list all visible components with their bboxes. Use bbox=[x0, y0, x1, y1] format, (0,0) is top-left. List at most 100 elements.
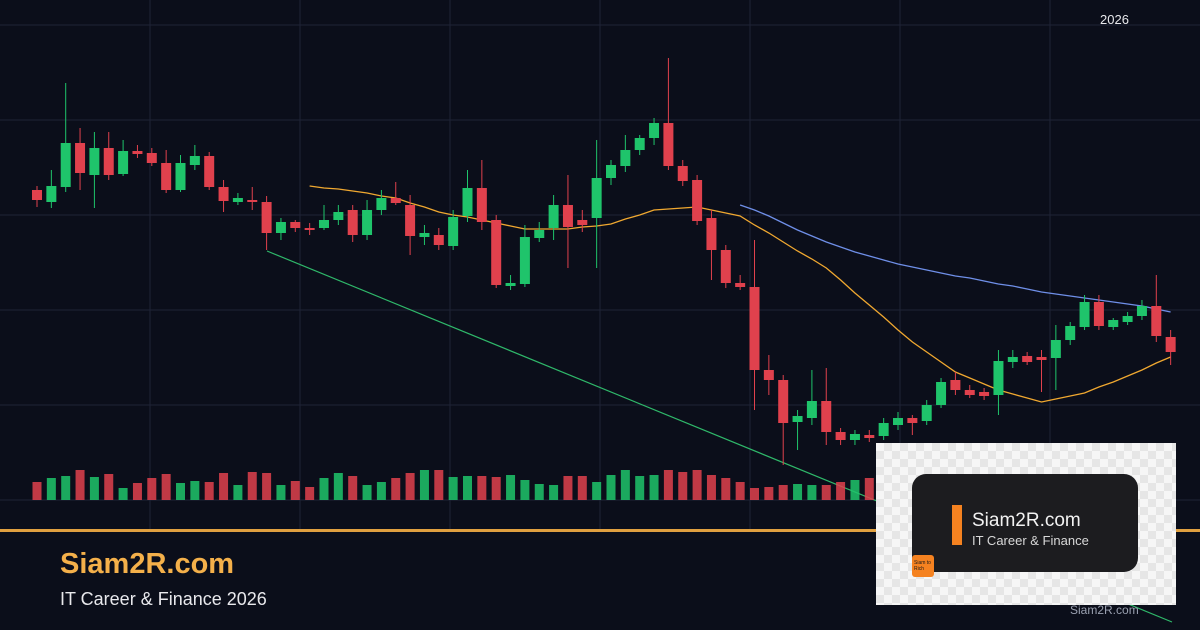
candle-body bbox=[763, 370, 774, 380]
candle-body bbox=[921, 405, 932, 421]
candle-body bbox=[1108, 320, 1119, 327]
volume-bar bbox=[520, 480, 530, 500]
volume-bar bbox=[333, 473, 343, 500]
candle-body bbox=[519, 237, 530, 284]
candle-body bbox=[275, 222, 286, 233]
volume-bar bbox=[563, 476, 573, 500]
volume-bar bbox=[176, 483, 185, 500]
candle-body bbox=[347, 210, 358, 235]
candle-body bbox=[1050, 340, 1061, 358]
volume-bar bbox=[678, 472, 688, 500]
candle-body bbox=[548, 205, 559, 228]
volume-bar bbox=[348, 476, 358, 500]
volume-bar bbox=[89, 477, 99, 500]
candle-body bbox=[146, 153, 157, 163]
volume-bar bbox=[807, 485, 817, 500]
candle-body bbox=[261, 202, 272, 233]
candle-body bbox=[964, 390, 975, 395]
candle-body bbox=[950, 380, 961, 390]
volume-bar bbox=[750, 488, 759, 500]
volume-bar bbox=[649, 475, 659, 500]
volume-bar bbox=[305, 487, 315, 500]
volume-bar bbox=[118, 488, 128, 500]
candle-body bbox=[792, 416, 803, 422]
candle-body bbox=[32, 190, 42, 200]
volume-bar bbox=[778, 485, 788, 500]
volume-bar bbox=[592, 482, 602, 500]
volume-bar bbox=[319, 478, 329, 500]
candle-body bbox=[577, 220, 588, 225]
volume-bar bbox=[448, 477, 458, 500]
volume-bar bbox=[620, 470, 630, 500]
candle-body bbox=[132, 151, 143, 154]
candle-body bbox=[893, 418, 903, 425]
candle-body bbox=[649, 123, 660, 138]
candle-body bbox=[247, 200, 258, 202]
badge-subtitle: IT Career & Finance bbox=[972, 533, 1089, 548]
candle-body bbox=[161, 163, 172, 190]
watermark: Siam2R.com bbox=[1070, 603, 1139, 617]
badge: Siam2R.com IT Career & Finance Siam to R… bbox=[876, 443, 1176, 605]
volume-bar bbox=[391, 478, 401, 500]
candle-body bbox=[735, 283, 746, 287]
candle-body bbox=[692, 180, 703, 221]
moving-average bbox=[739, 204, 1171, 313]
volume-bar bbox=[549, 485, 559, 500]
volume-bar bbox=[290, 481, 300, 500]
volume-bar bbox=[46, 478, 56, 500]
candles bbox=[32, 58, 1176, 465]
candle-body bbox=[218, 187, 229, 201]
volume-bar bbox=[477, 476, 487, 500]
candle-body bbox=[1122, 316, 1133, 322]
candle-body bbox=[1065, 326, 1076, 340]
volume-bar bbox=[233, 485, 243, 500]
volume-bar bbox=[606, 475, 616, 500]
volume-bar bbox=[764, 487, 774, 500]
candle-body bbox=[634, 138, 645, 150]
volume-bar bbox=[276, 485, 286, 500]
volume-bar bbox=[663, 470, 673, 500]
volume-bar bbox=[706, 475, 716, 500]
candle-body bbox=[89, 148, 100, 175]
candle-body bbox=[390, 198, 401, 203]
volume-bar bbox=[362, 485, 372, 500]
candle-body bbox=[663, 123, 674, 166]
candle-body bbox=[677, 166, 688, 181]
candle-body bbox=[175, 163, 186, 190]
candle-body bbox=[118, 151, 129, 174]
volume-bar bbox=[75, 470, 85, 500]
candle-body bbox=[706, 218, 717, 250]
candle-body bbox=[333, 212, 344, 220]
candle-body bbox=[907, 418, 918, 423]
candle-body bbox=[462, 188, 473, 216]
divider bbox=[0, 529, 1200, 532]
candle-body bbox=[1151, 306, 1162, 336]
volume-bar bbox=[635, 476, 645, 500]
candle-body bbox=[821, 401, 832, 432]
candle-body bbox=[362, 210, 373, 235]
badge-card: Siam2R.com IT Career & Finance Siam to R… bbox=[912, 474, 1138, 577]
candle-body bbox=[806, 401, 817, 418]
footer-title: Siam2R.com bbox=[60, 548, 235, 580]
candle-body bbox=[1022, 356, 1033, 362]
candle-body bbox=[606, 165, 616, 178]
year-label: 2026 bbox=[1100, 12, 1129, 27]
candle-body bbox=[835, 432, 846, 440]
volume-bar bbox=[61, 476, 71, 500]
candle-body bbox=[1165, 337, 1176, 352]
candle-body bbox=[376, 198, 387, 210]
candle-body bbox=[1007, 357, 1018, 362]
candle-body bbox=[491, 220, 502, 285]
volume-bar bbox=[419, 470, 429, 500]
volume-bar bbox=[132, 483, 142, 500]
volume-bar bbox=[864, 478, 874, 500]
badge-accent bbox=[952, 505, 962, 545]
candle-body bbox=[232, 198, 243, 202]
volume-bar bbox=[692, 470, 702, 500]
volume-bar bbox=[850, 480, 860, 500]
volume-bar bbox=[534, 484, 544, 500]
candle-body bbox=[534, 230, 545, 238]
candle-body bbox=[419, 233, 430, 237]
candle-body bbox=[476, 188, 487, 222]
